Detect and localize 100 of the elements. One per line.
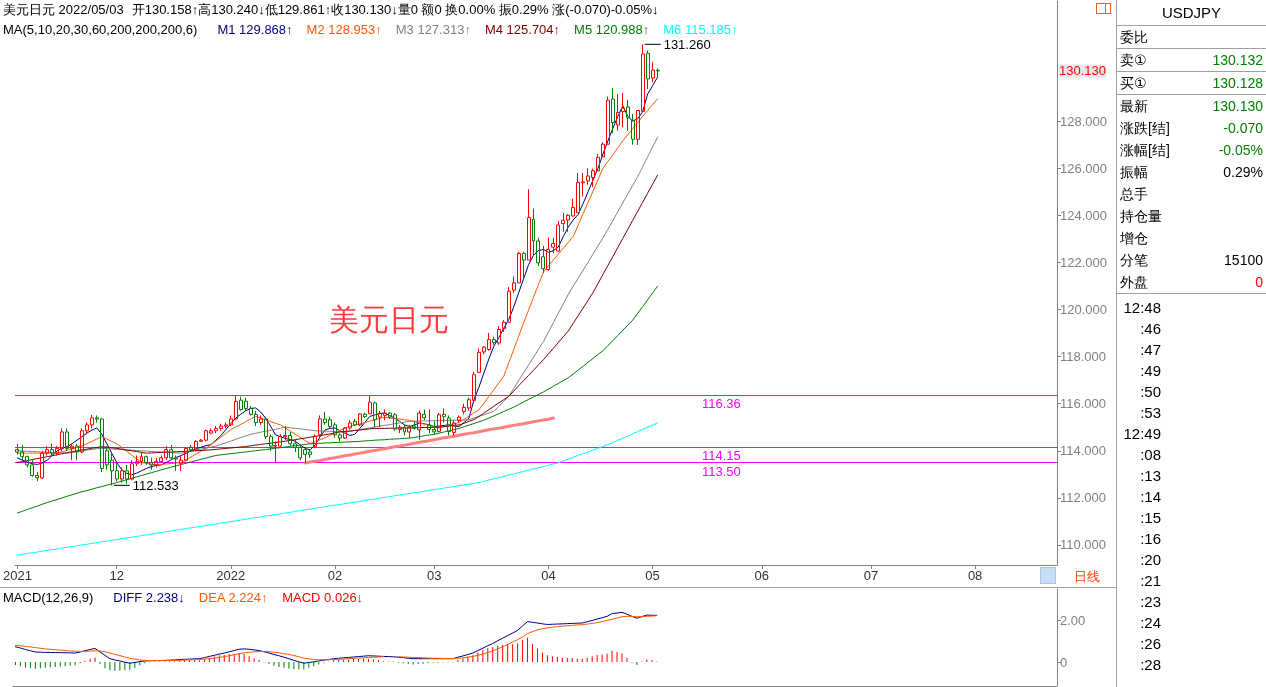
category-label: 卖① [1120,51,1147,70]
category-label: 持仓量 [1120,207,1162,226]
candlestick [616,93,620,132]
text: MACD 0.026↓ [282,590,364,605]
y-tick-label: 120.000 [1060,301,1107,317]
candlestick [522,251,526,280]
text: M5 120.988↑ [574,22,650,37]
text: USDJPY [1161,4,1222,21]
candlestick [631,113,635,146]
candlestick [452,419,456,436]
text: 15100 [1224,252,1263,268]
category-label: 振幅 [1120,163,1148,182]
y-tick-label: 122.000 [1060,254,1107,270]
category-label: 委比 [1120,28,1148,47]
text: 12:48 [1123,299,1161,316]
text: :47 [1140,341,1161,358]
candlestick [497,325,501,346]
candlestick [125,464,129,485]
text: M3 127.313↑ [395,22,471,37]
x-tick-label: 2022 [216,568,246,583]
line-series [16,285,659,514]
candlestick [457,414,461,424]
candlestick [546,237,550,272]
candlestick [368,395,372,415]
annotation: 美元日元 [328,303,449,337]
candlestick [492,336,496,346]
candlestick [611,87,615,134]
x-tick-label: 08 [967,568,983,583]
candlestick [442,407,446,424]
y-tick-label: 116.000 [1060,396,1107,412]
text: :28 [1140,656,1161,673]
candlestick [407,424,411,439]
text: :21 [1140,572,1161,589]
text: M6 115.185↑ [663,22,738,37]
x-tick-label: 12 [109,568,124,583]
text: 130.130 [1212,98,1263,114]
text: :49 [1140,362,1161,379]
annotation: 112.533 [132,477,179,493]
candlestick [626,99,630,132]
candlestick [447,414,451,436]
candlestick [75,443,79,461]
text: 130.128 [1212,75,1263,91]
category-label: 买① [1120,74,1147,93]
text: :20 [1140,551,1161,568]
candlestick [437,412,441,433]
candlestick [358,412,362,427]
category-label: 涨幅[结] [1120,141,1170,160]
text: :08 [1140,446,1161,463]
text: 日线 [1073,568,1100,584]
category-label: 外盘 [1120,273,1148,292]
ref-line-label: 116.36 [702,396,741,412]
chart-subtitle: 开130.158↑高130.240↓低129.861↑收130.130↓量0 额0 换0.00% 振0.29% 涨(-0.070)-0.05%↓ [131,2,659,17]
y-tick-label: 128.000 [1060,113,1107,129]
text: 0.29% [1223,164,1263,180]
x-tick-label: 04 [541,568,556,583]
candlestick [318,414,322,439]
text: :13 [1140,467,1161,484]
y-tick-label: 0 [1060,654,1068,670]
candlestick [621,92,625,128]
x-tick-label: 02 [327,568,343,583]
x-tick-label: 07 [863,568,879,583]
y-tick-label: 2.00 [1060,612,1086,628]
text: DEA 2.224↑ [198,590,268,605]
y-tick-label: 124.000 [1060,207,1107,223]
candlestick [527,188,531,261]
text: :46 [1140,320,1161,337]
legend-title: MACD(12,26,9) [3,590,94,605]
category-label: 最新 [1120,97,1148,116]
candlestick [646,50,650,90]
text: :23 [1140,593,1161,610]
candlestick [259,414,263,426]
text: M1 129.868↑ [217,22,293,37]
text: :53 [1140,404,1161,421]
text: 0 [1255,274,1263,290]
legend-title: MA(5,10,20,30,60,200,200,200,6) [3,22,198,37]
text: -0.070 [1223,120,1263,136]
text: :24 [1140,614,1161,631]
candlestick [70,443,74,461]
candlestick [422,409,426,421]
candlestick [65,427,69,452]
candlestick [656,67,660,78]
y-tick-label: 118.000 [1060,349,1107,365]
text: 130.130 [1059,63,1106,79]
category-label: 总手 [1120,185,1148,204]
candlestick [412,420,416,431]
chart-title: 美元日元 2022/05/03 [3,2,124,17]
text: -0.05% [1218,142,1263,158]
text: :14 [1140,488,1161,505]
text: :50 [1140,383,1161,400]
text: :26 [1140,635,1161,652]
y-tick-label: 112.000 [1060,490,1107,506]
candlestick [651,61,655,83]
line-series [16,422,659,556]
x-tick-label: 05 [645,568,660,583]
text: DIFF 2.238↓ [113,590,185,605]
annotation: 131.260 [663,36,711,52]
y-tick-label: 110.000 [1060,537,1107,553]
ref-line-label: 114.15 [702,448,741,464]
x-tick-label: 03 [427,568,442,583]
x-tick-label: 06 [754,568,769,583]
